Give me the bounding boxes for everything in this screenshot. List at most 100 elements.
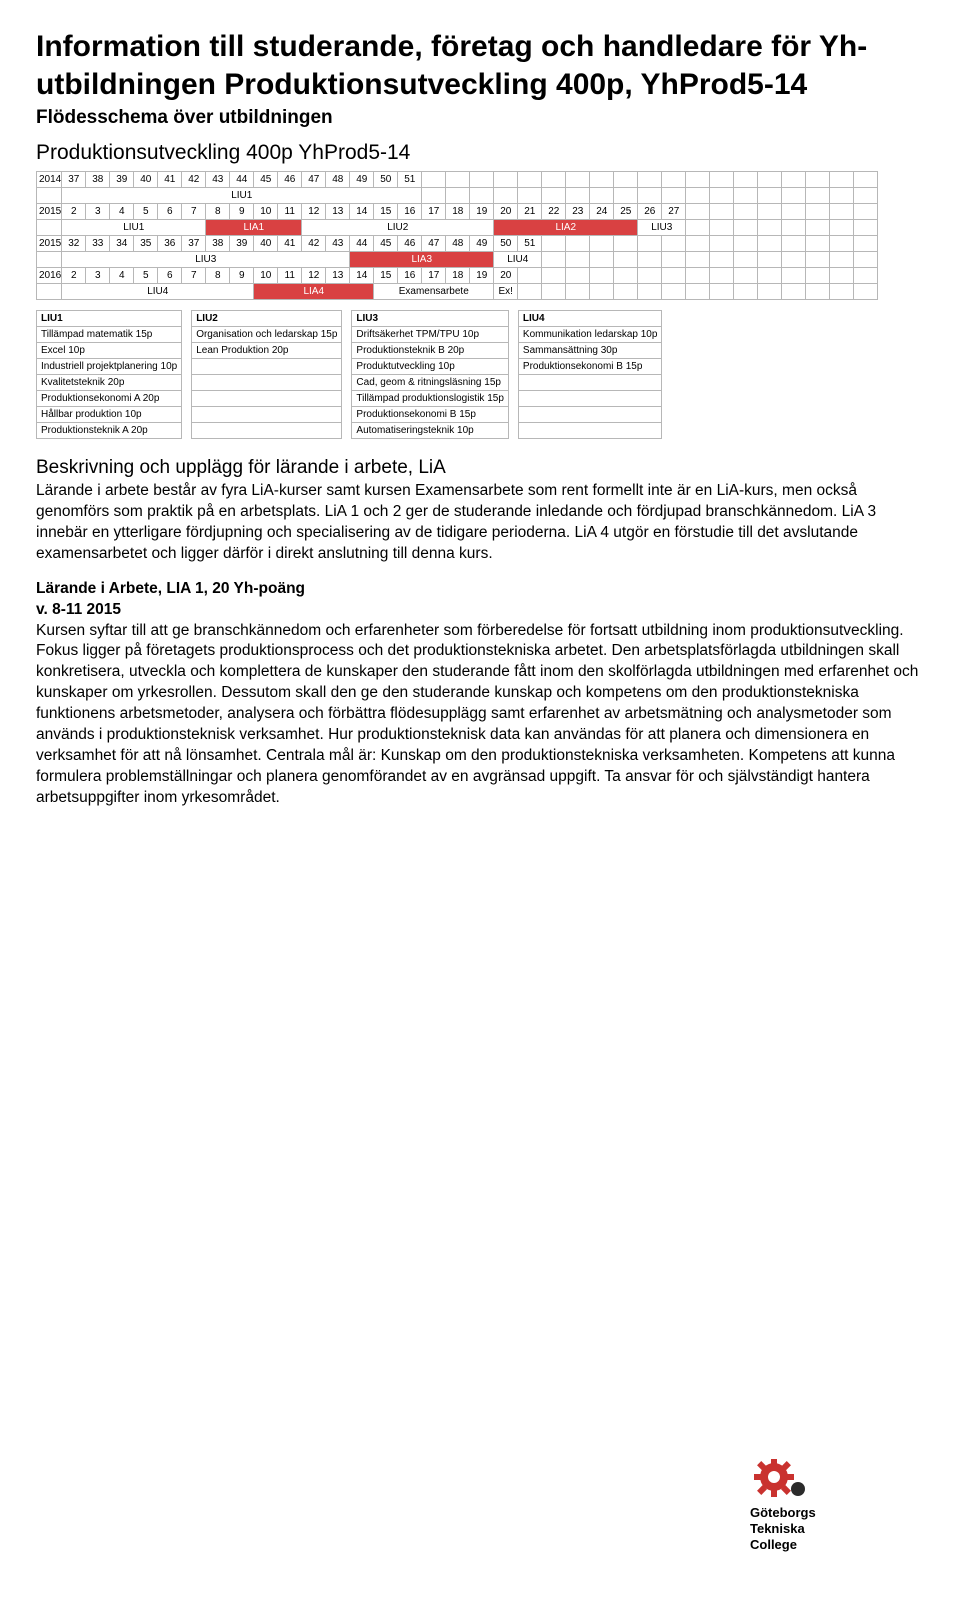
- schedule-block: LIU4: [62, 284, 254, 300]
- week-cell: 17: [422, 268, 446, 284]
- week-cell: 38: [206, 236, 230, 252]
- week-cell: [806, 236, 830, 252]
- week-cell: 32: [62, 236, 86, 252]
- week-cell: 46: [278, 172, 302, 188]
- course-header: LIU3: [352, 311, 509, 327]
- week-cell: 15: [374, 204, 398, 220]
- week-cell: [830, 236, 854, 252]
- week-cell: [494, 172, 518, 188]
- week-cell: 41: [158, 172, 182, 188]
- week-cell: [806, 268, 830, 284]
- week-cell: 8: [206, 268, 230, 284]
- week-cell: 51: [398, 172, 422, 188]
- week-cell: [782, 172, 806, 188]
- week-cell: [830, 268, 854, 284]
- week-cell: 9: [230, 268, 254, 284]
- course-cell: Sammansättning 30p: [518, 343, 662, 359]
- week-cell: [422, 172, 446, 188]
- week-cell: 37: [62, 172, 86, 188]
- week-cell: 42: [182, 172, 206, 188]
- year-cell: [37, 220, 62, 236]
- course-cell: [192, 359, 342, 375]
- week-cell: 45: [254, 172, 278, 188]
- week-cell: 48: [326, 172, 350, 188]
- week-cell: [590, 236, 614, 252]
- week-cell: [686, 268, 710, 284]
- week-cell: 51: [518, 236, 542, 252]
- week-cell: [758, 268, 782, 284]
- week-cell: 12: [302, 268, 326, 284]
- logo-text-1: Göteborgs: [750, 1505, 816, 1520]
- week-cell: 13: [326, 204, 350, 220]
- week-cell: 16: [398, 268, 422, 284]
- week-cell: 44: [350, 236, 374, 252]
- course-cell: Excel 10p: [37, 343, 182, 359]
- week-cell: 20: [494, 268, 518, 284]
- week-cell: [470, 172, 494, 188]
- week-cell: [734, 172, 758, 188]
- week-cell: 24: [590, 204, 614, 220]
- week-cell: 46: [398, 236, 422, 252]
- schedule-table: 2014373839404142434445464748495051LIU120…: [36, 171, 878, 300]
- week-cell: 2: [62, 204, 86, 220]
- course-cell: [518, 391, 662, 407]
- week-cell: [614, 236, 638, 252]
- week-cell: 49: [470, 236, 494, 252]
- week-cell: 33: [86, 236, 110, 252]
- lia1-heading: Lärande i Arbete, LIA 1, 20 Yh-poäng: [36, 580, 305, 597]
- week-cell: [710, 268, 734, 284]
- week-cell: [566, 172, 590, 188]
- week-cell: 18: [446, 204, 470, 220]
- week-cell: [854, 204, 878, 220]
- course-cell: Produktionsekonomi A 20p: [37, 391, 182, 407]
- week-cell: 50: [374, 172, 398, 188]
- week-cell: [662, 268, 686, 284]
- week-cell: 42: [302, 236, 326, 252]
- week-cell: [590, 268, 614, 284]
- year-cell: 2015: [37, 236, 62, 252]
- week-cell: [686, 236, 710, 252]
- week-cell: [734, 236, 758, 252]
- course-cell: [192, 375, 342, 391]
- week-cell: 17: [422, 204, 446, 220]
- lia1-text: Kursen syftar till att ge branschkännedo…: [36, 622, 918, 806]
- week-cell: 40: [134, 172, 158, 188]
- week-cell: [518, 268, 542, 284]
- week-cell: [542, 268, 566, 284]
- schedule-block: Examensarbete: [374, 284, 494, 300]
- week-cell: [710, 236, 734, 252]
- week-cell: 14: [350, 204, 374, 220]
- week-cell: 7: [182, 204, 206, 220]
- week-cell: 37: [182, 236, 206, 252]
- week-cell: 19: [470, 268, 494, 284]
- week-cell: [782, 204, 806, 220]
- week-cell: [806, 204, 830, 220]
- course-cell: [192, 423, 342, 439]
- week-cell: 27: [662, 204, 686, 220]
- schedule-block: LIU3: [638, 220, 686, 236]
- week-cell: 38: [86, 172, 110, 188]
- week-cell: 6: [158, 204, 182, 220]
- week-cell: 11: [278, 204, 302, 220]
- course-cell: Automatiseringsteknik 10p: [352, 423, 509, 439]
- schedule-block: Ex!: [494, 284, 518, 300]
- week-cell: [542, 236, 566, 252]
- week-cell: 43: [326, 236, 350, 252]
- course-cell: [192, 391, 342, 407]
- week-cell: 22: [542, 204, 566, 220]
- week-cell: 36: [158, 236, 182, 252]
- week-cell: 4: [110, 268, 134, 284]
- week-cell: [566, 236, 590, 252]
- course-cell: Tillämpad matematik 15p: [37, 327, 182, 343]
- week-cell: [662, 236, 686, 252]
- page-title: Information till studerande, företag och…: [36, 28, 924, 103]
- schedule-block: LIU2: [302, 220, 494, 236]
- schedule-block: LIA4: [254, 284, 374, 300]
- week-cell: 7: [182, 268, 206, 284]
- week-cell: 14: [350, 268, 374, 284]
- schedule-block: LIU4: [494, 252, 542, 268]
- week-cell: [854, 236, 878, 252]
- year-cell: 2015: [37, 204, 62, 220]
- week-cell: 40: [254, 236, 278, 252]
- schedule-block: LIU1: [62, 220, 206, 236]
